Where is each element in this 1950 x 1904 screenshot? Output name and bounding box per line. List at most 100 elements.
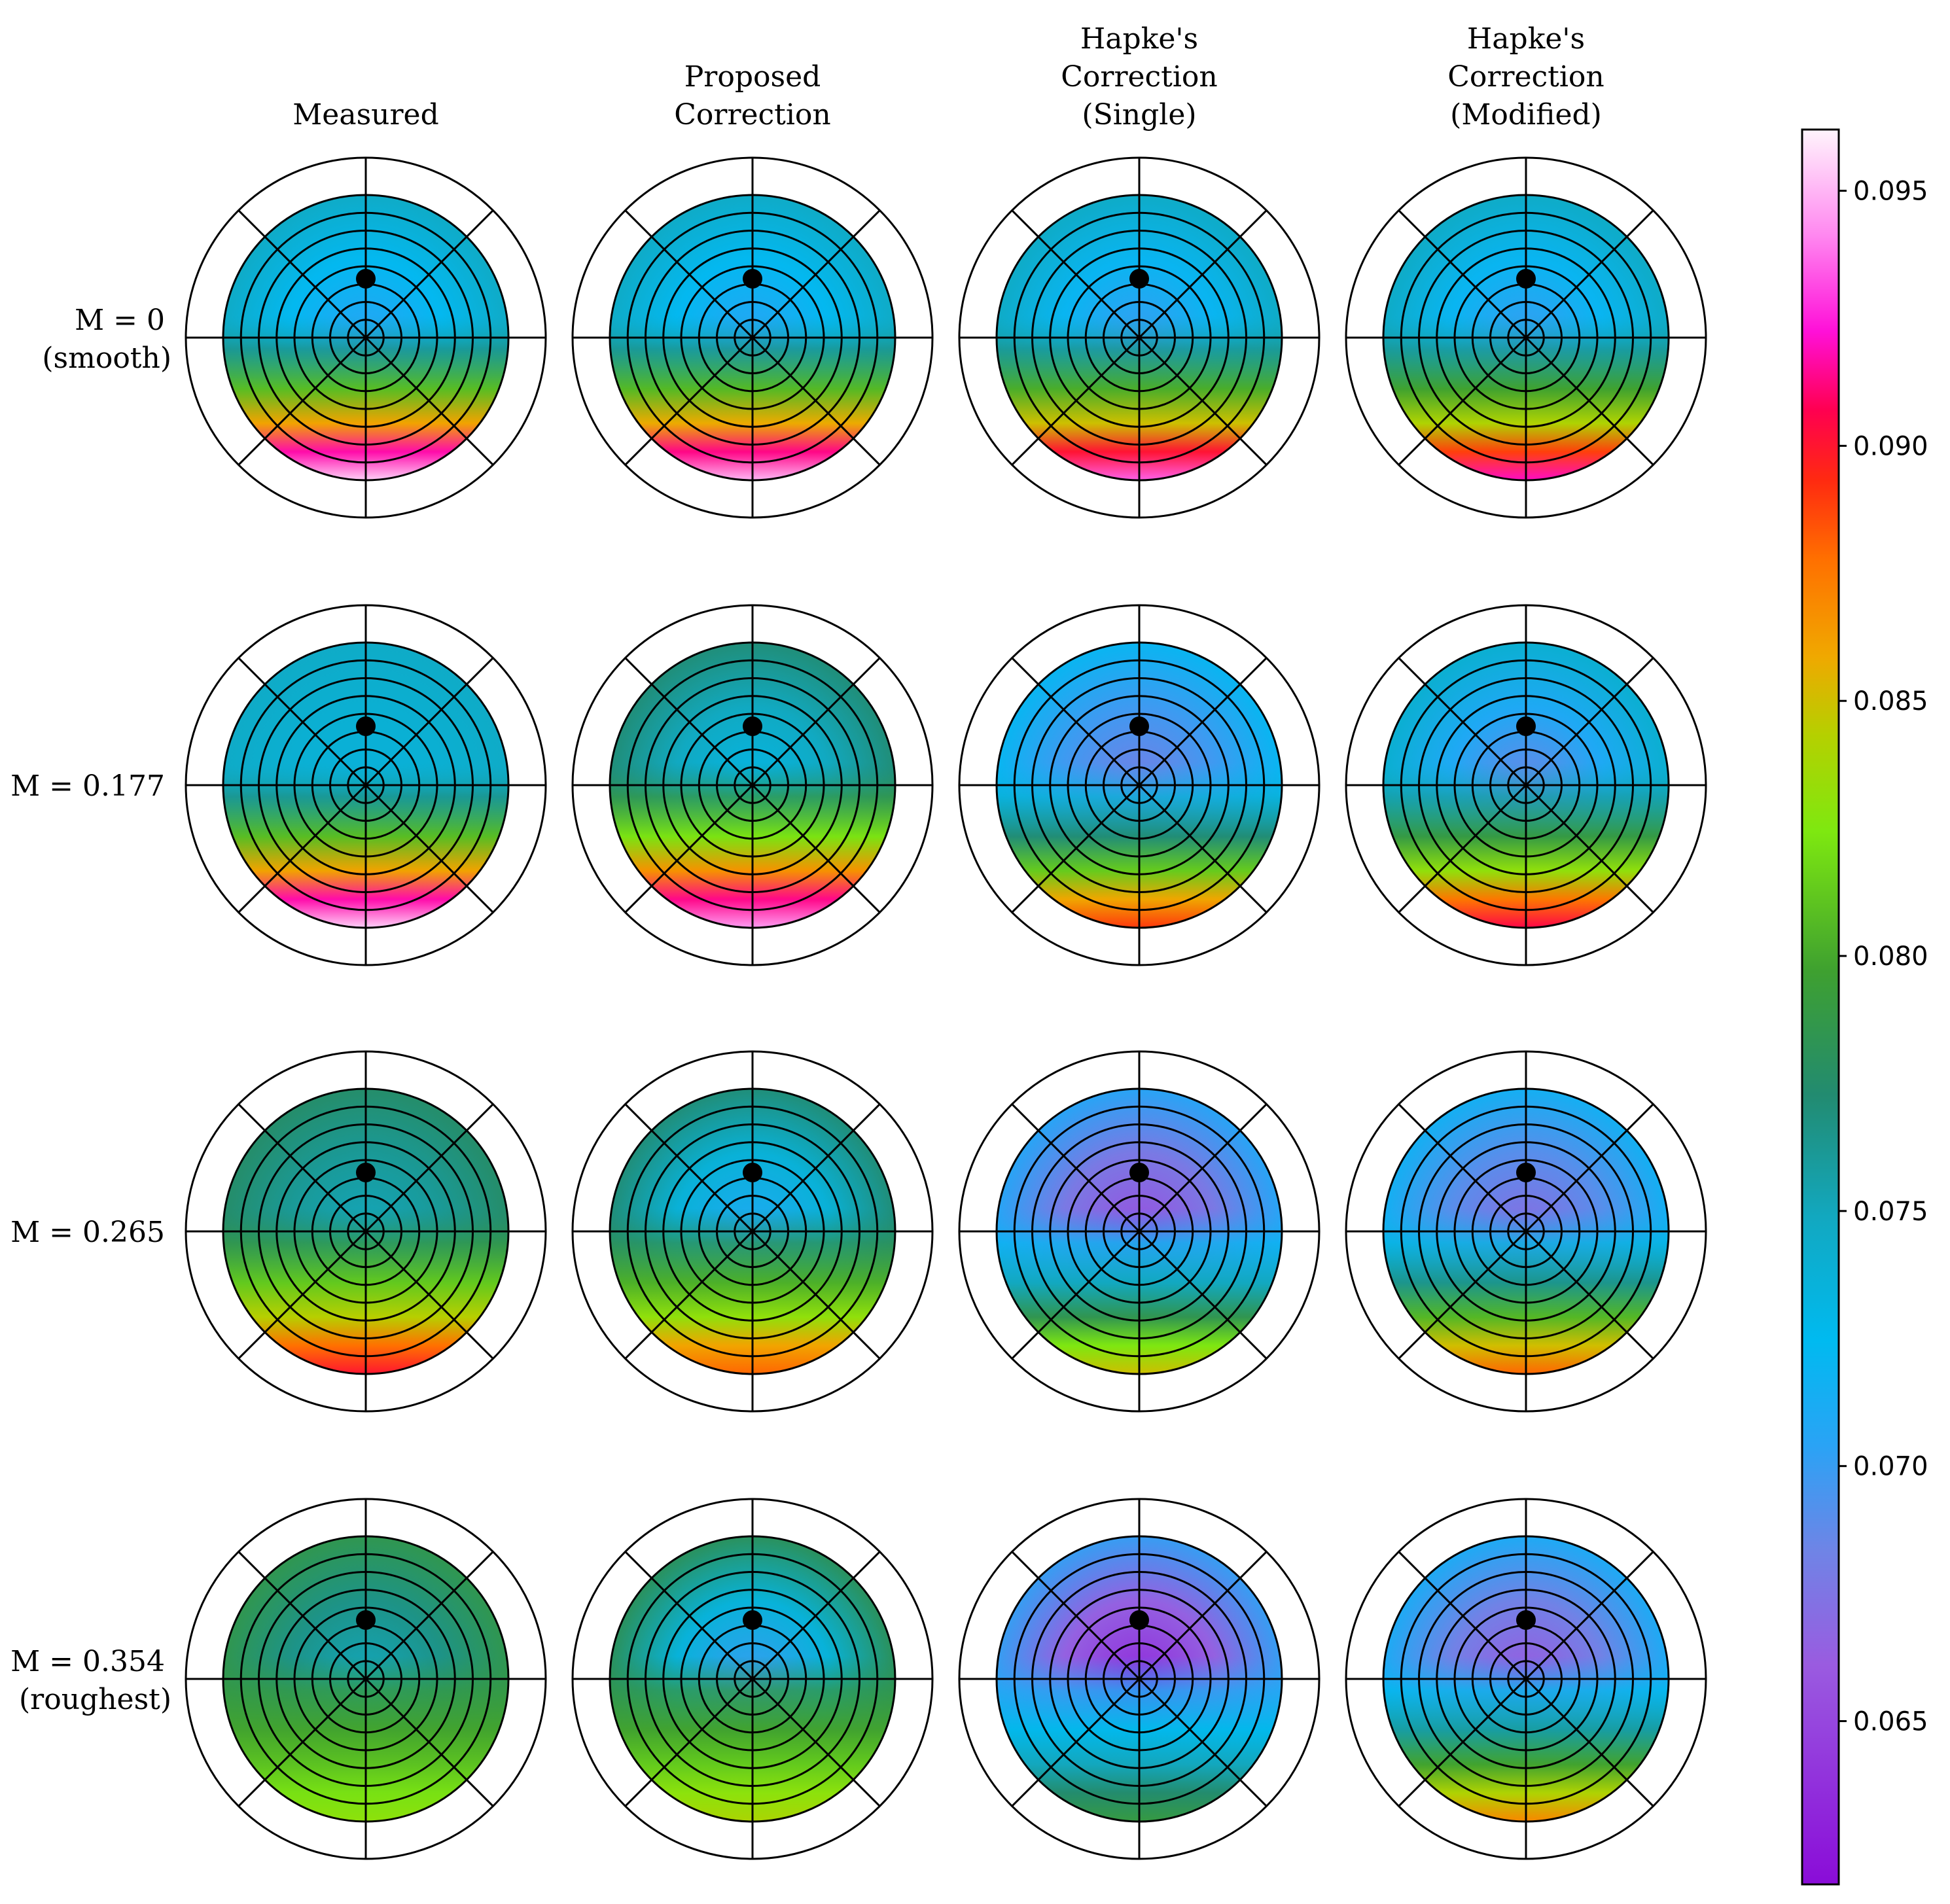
polar-panel-r0-c3 — [1345, 156, 1707, 519]
grid-spoke — [624, 1678, 754, 1807]
source-marker — [356, 269, 376, 289]
polar-panel-r1-c0 — [185, 604, 547, 966]
source-marker — [1129, 1163, 1149, 1182]
polar-panel-r2-c0 — [185, 1050, 547, 1413]
polar-grid — [958, 604, 1321, 966]
polar-grid — [1345, 156, 1707, 519]
grid-spoke — [1011, 1678, 1141, 1807]
polar-panel-r3-c1 — [571, 1498, 934, 1860]
column-title-2-line-2: (Single) — [1082, 98, 1196, 132]
polar-panel-r3-c2 — [958, 1498, 1321, 1860]
column-title-1-line-0: Proposed — [684, 60, 821, 94]
grid-spoke — [1138, 784, 1268, 913]
colorbar-tick-label: 0.075 — [1853, 1197, 1928, 1227]
grid-spoke — [1525, 209, 1654, 339]
polar-grid — [185, 156, 547, 519]
source-marker — [1129, 1610, 1149, 1630]
grid-spoke — [751, 209, 881, 339]
column-title-3-line-0: Hapke's — [1467, 22, 1585, 56]
colorbar-frame — [1801, 128, 1840, 1886]
grid-spoke — [624, 657, 754, 786]
source-marker — [1129, 716, 1149, 736]
colorbar-tick-label: 0.070 — [1853, 1452, 1928, 1482]
row-label-0: M = 0 — [75, 304, 165, 337]
column-title-2-line-1: Correction — [1061, 60, 1218, 94]
grid-spoke — [1398, 1230, 1527, 1360]
column-title-1-line-1: Correction — [674, 98, 831, 132]
grid-spoke — [1525, 1678, 1654, 1807]
row-labels: M = 0 (smooth) M = 0.177 M = 0.265 M = 0.354… — [10, 304, 171, 1716]
polar-grid — [185, 1498, 547, 1860]
grid-spoke — [751, 784, 881, 913]
source-marker — [1129, 269, 1149, 289]
colorbar-fill — [1802, 130, 1839, 1884]
polar-panel-r3-c3 — [1345, 1498, 1707, 1860]
polar-panel-r0-c1 — [571, 156, 934, 519]
grid-spoke — [238, 657, 367, 786]
grid-spoke — [1138, 336, 1268, 466]
grid-spoke — [1525, 336, 1654, 466]
polar-panel-r2-c3 — [1345, 1050, 1707, 1413]
polar-panel-r1-c3 — [1345, 604, 1707, 966]
source-marker — [356, 716, 376, 736]
grid-spoke — [751, 657, 881, 786]
source-marker — [743, 269, 762, 289]
polar-panel-r1-c2 — [958, 604, 1321, 966]
grid-spoke — [364, 784, 494, 913]
grid-spoke — [751, 1103, 881, 1233]
grid-spoke — [238, 1551, 367, 1680]
row-label-2: M = 0.265 — [10, 1216, 165, 1249]
grid-spoke — [1525, 784, 1654, 913]
polar-panel-r2-c2 — [958, 1050, 1321, 1413]
grid-spoke — [1525, 1103, 1654, 1233]
grid-spoke — [1011, 657, 1141, 786]
polar-grid — [1345, 1050, 1707, 1413]
grid-spoke — [751, 1551, 881, 1680]
polar-grid — [571, 156, 934, 519]
source-marker — [743, 1610, 762, 1630]
grid-spoke — [238, 1103, 367, 1233]
polar-grid — [1345, 604, 1707, 966]
grid-spoke — [1138, 1678, 1268, 1807]
polar-panel-r0-c0 — [185, 156, 547, 519]
source-marker — [743, 716, 762, 736]
polar-panel-r0-c2 — [958, 156, 1321, 519]
polar-grid — [571, 604, 934, 966]
polar-grid — [958, 156, 1321, 519]
grid-spoke — [1398, 336, 1527, 466]
polar-grid — [1345, 1498, 1707, 1860]
grid-spoke — [238, 336, 367, 466]
source-marker — [1516, 1163, 1536, 1182]
grid-spoke — [1011, 209, 1141, 339]
polar-grid — [571, 1050, 934, 1413]
row-note-3: (roughest) — [19, 1683, 171, 1716]
grid-spoke — [364, 1103, 494, 1233]
grid-spoke — [364, 209, 494, 339]
row-label-1: M = 0.177 — [10, 769, 165, 803]
polar-grid — [958, 1498, 1321, 1860]
grid-spoke — [1398, 1551, 1527, 1680]
grid-spoke — [751, 336, 881, 466]
grid-spoke — [624, 784, 754, 913]
grid-spoke — [1138, 1551, 1268, 1680]
row-label-3: M = 0.354 — [10, 1645, 165, 1678]
polar-grid — [571, 1498, 934, 1860]
polar-grid — [958, 1050, 1321, 1413]
grid-spoke — [1138, 209, 1268, 339]
grid-spoke — [1525, 1230, 1654, 1360]
grid-spoke — [1011, 336, 1141, 466]
column-title-3-line-1: Correction — [1447, 60, 1604, 94]
source-marker — [356, 1610, 376, 1630]
column-title-3-line-2: (Modified) — [1450, 98, 1602, 132]
polar-panel-r3-c0 — [185, 1498, 547, 1860]
grid-spoke — [1398, 657, 1527, 786]
grid-spoke — [1011, 784, 1141, 913]
colorbar-tick-label: 0.065 — [1853, 1707, 1928, 1737]
grid-spoke — [1398, 1103, 1527, 1233]
grid-spoke — [751, 1230, 881, 1360]
grid-spoke — [1138, 657, 1268, 786]
source-marker — [356, 1163, 376, 1182]
grid-spoke — [1398, 784, 1527, 913]
grid-spoke — [238, 1230, 367, 1360]
